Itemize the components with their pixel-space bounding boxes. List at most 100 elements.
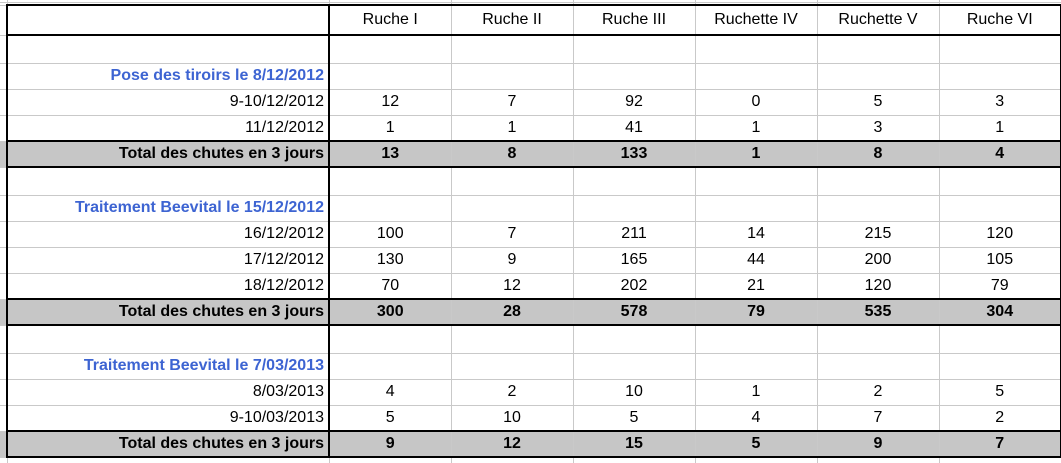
date-label-cell[interactable]: 16/12/2012 — [6, 220, 330, 248]
empty-cell[interactable] — [694, 194, 818, 222]
empty-cell[interactable] — [816, 352, 940, 380]
date-label-cell[interactable]: 18/12/2012 — [6, 272, 330, 300]
total-value-cell[interactable]: 1 — [694, 140, 818, 168]
empty-cell[interactable] — [572, 34, 696, 64]
value-cell[interactable]: 10 — [450, 404, 574, 432]
value-cell[interactable]: 2 — [938, 404, 1061, 432]
value-cell[interactable]: 120 — [816, 272, 940, 300]
value-cell[interactable]: 7 — [816, 404, 940, 432]
empty-cell[interactable] — [572, 62, 696, 90]
section-title-cell[interactable]: Pose des tiroirs le 8/12/2012 — [6, 62, 330, 90]
empty-cell[interactable] — [328, 194, 452, 222]
empty-cell[interactable] — [816, 34, 940, 64]
value-cell[interactable]: 4 — [328, 378, 452, 406]
empty-cell[interactable] — [816, 166, 940, 196]
empty-cell[interactable] — [328, 166, 452, 196]
column-header[interactable]: Ruchette V — [816, 4, 940, 36]
value-cell[interactable]: 9 — [450, 246, 574, 274]
value-cell[interactable]: 120 — [938, 220, 1061, 248]
total-value-cell[interactable]: 8 — [816, 140, 940, 168]
value-cell[interactable]: 3 — [816, 114, 940, 142]
date-label-cell[interactable]: 9-10/03/2013 — [6, 404, 330, 432]
empty-cell[interactable] — [938, 194, 1061, 222]
empty-cell[interactable] — [572, 352, 696, 380]
value-cell[interactable]: 1 — [938, 114, 1061, 142]
value-cell[interactable]: 92 — [572, 88, 696, 116]
total-value-cell[interactable]: 578 — [572, 298, 696, 326]
empty-cell[interactable] — [938, 62, 1061, 90]
empty-cell[interactable] — [816, 324, 940, 354]
empty-cell[interactable] — [328, 352, 452, 380]
value-cell[interactable]: 1 — [450, 114, 574, 142]
column-header[interactable]: Ruche VI — [938, 4, 1061, 36]
total-value-cell[interactable]: 13 — [328, 140, 452, 168]
value-cell[interactable]: 10 — [572, 378, 696, 406]
empty-label-cell[interactable] — [6, 166, 330, 196]
value-cell[interactable]: 165 — [572, 246, 696, 274]
value-cell[interactable]: 100 — [328, 220, 452, 248]
total-value-cell[interactable]: 5 — [694, 430, 818, 458]
value-cell[interactable]: 3 — [938, 88, 1061, 116]
date-label-cell[interactable]: 11/12/2012 — [6, 114, 330, 142]
empty-cell[interactable] — [938, 352, 1061, 380]
value-cell[interactable]: 0 — [694, 88, 818, 116]
total-value-cell[interactable]: 8 — [450, 140, 574, 168]
empty-cell[interactable] — [450, 166, 574, 196]
column-header[interactable]: Ruche I — [328, 4, 452, 36]
empty-cell[interactable] — [694, 34, 818, 64]
total-value-cell[interactable]: 28 — [450, 298, 574, 326]
empty-cell[interactable] — [328, 34, 452, 64]
value-cell[interactable]: 2 — [816, 378, 940, 406]
value-cell[interactable]: 12 — [328, 88, 452, 116]
empty-cell[interactable] — [694, 324, 818, 354]
section-title-cell[interactable]: Traitement Beevital le 15/12/2012 — [6, 194, 330, 222]
total-value-cell[interactable]: 304 — [938, 298, 1061, 326]
empty-cell[interactable] — [450, 34, 574, 64]
value-cell[interactable]: 7 — [450, 220, 574, 248]
total-value-cell[interactable]: 9 — [328, 430, 452, 458]
empty-cell[interactable] — [938, 324, 1061, 354]
value-cell[interactable]: 215 — [816, 220, 940, 248]
value-cell[interactable]: 105 — [938, 246, 1061, 274]
value-cell[interactable]: 1 — [328, 114, 452, 142]
column-header[interactable]: Ruchette IV — [694, 4, 818, 36]
total-value-cell[interactable]: 535 — [816, 298, 940, 326]
value-cell[interactable]: 12 — [450, 272, 574, 300]
total-label-cell[interactable]: Total des chutes en 3 jours — [6, 140, 330, 168]
total-value-cell[interactable]: 133 — [572, 140, 696, 168]
value-cell[interactable]: 202 — [572, 272, 696, 300]
section-title-cell[interactable]: Traitement Beevital le 7/03/2013 — [6, 352, 330, 380]
value-cell[interactable]: 211 — [572, 220, 696, 248]
value-cell[interactable]: 130 — [328, 246, 452, 274]
value-cell[interactable]: 5 — [816, 88, 940, 116]
empty-cell[interactable] — [572, 324, 696, 354]
total-value-cell[interactable]: 300 — [328, 298, 452, 326]
value-cell[interactable]: 79 — [938, 272, 1061, 300]
date-label-cell[interactable]: 17/12/2012 — [6, 246, 330, 274]
empty-cell[interactable] — [450, 324, 574, 354]
empty-cell[interactable] — [694, 166, 818, 196]
empty-label-cell[interactable] — [6, 324, 330, 354]
total-label-cell[interactable]: Total des chutes en 3 jours — [6, 298, 330, 326]
value-cell[interactable]: 14 — [694, 220, 818, 248]
total-value-cell[interactable]: 12 — [450, 430, 574, 458]
total-value-cell[interactable]: 9 — [816, 430, 940, 458]
date-label-cell[interactable]: 8/03/2013 — [6, 378, 330, 406]
value-cell[interactable]: 4 — [694, 404, 818, 432]
value-cell[interactable]: 5 — [938, 378, 1061, 406]
empty-label-cell[interactable] — [6, 34, 330, 64]
empty-cell[interactable] — [694, 62, 818, 90]
empty-cell[interactable] — [938, 34, 1061, 64]
empty-cell[interactable] — [450, 352, 574, 380]
value-cell[interactable]: 5 — [328, 404, 452, 432]
empty-cell[interactable] — [450, 194, 574, 222]
empty-cell[interactable] — [572, 166, 696, 196]
value-cell[interactable]: 200 — [816, 246, 940, 274]
total-value-cell[interactable]: 7 — [938, 430, 1061, 458]
empty-cell[interactable] — [816, 194, 940, 222]
column-header[interactable]: Ruche II — [450, 4, 574, 36]
value-cell[interactable]: 70 — [328, 272, 452, 300]
value-cell[interactable]: 21 — [694, 272, 818, 300]
value-cell[interactable]: 5 — [572, 404, 696, 432]
column-header[interactable]: Ruche III — [572, 4, 696, 36]
